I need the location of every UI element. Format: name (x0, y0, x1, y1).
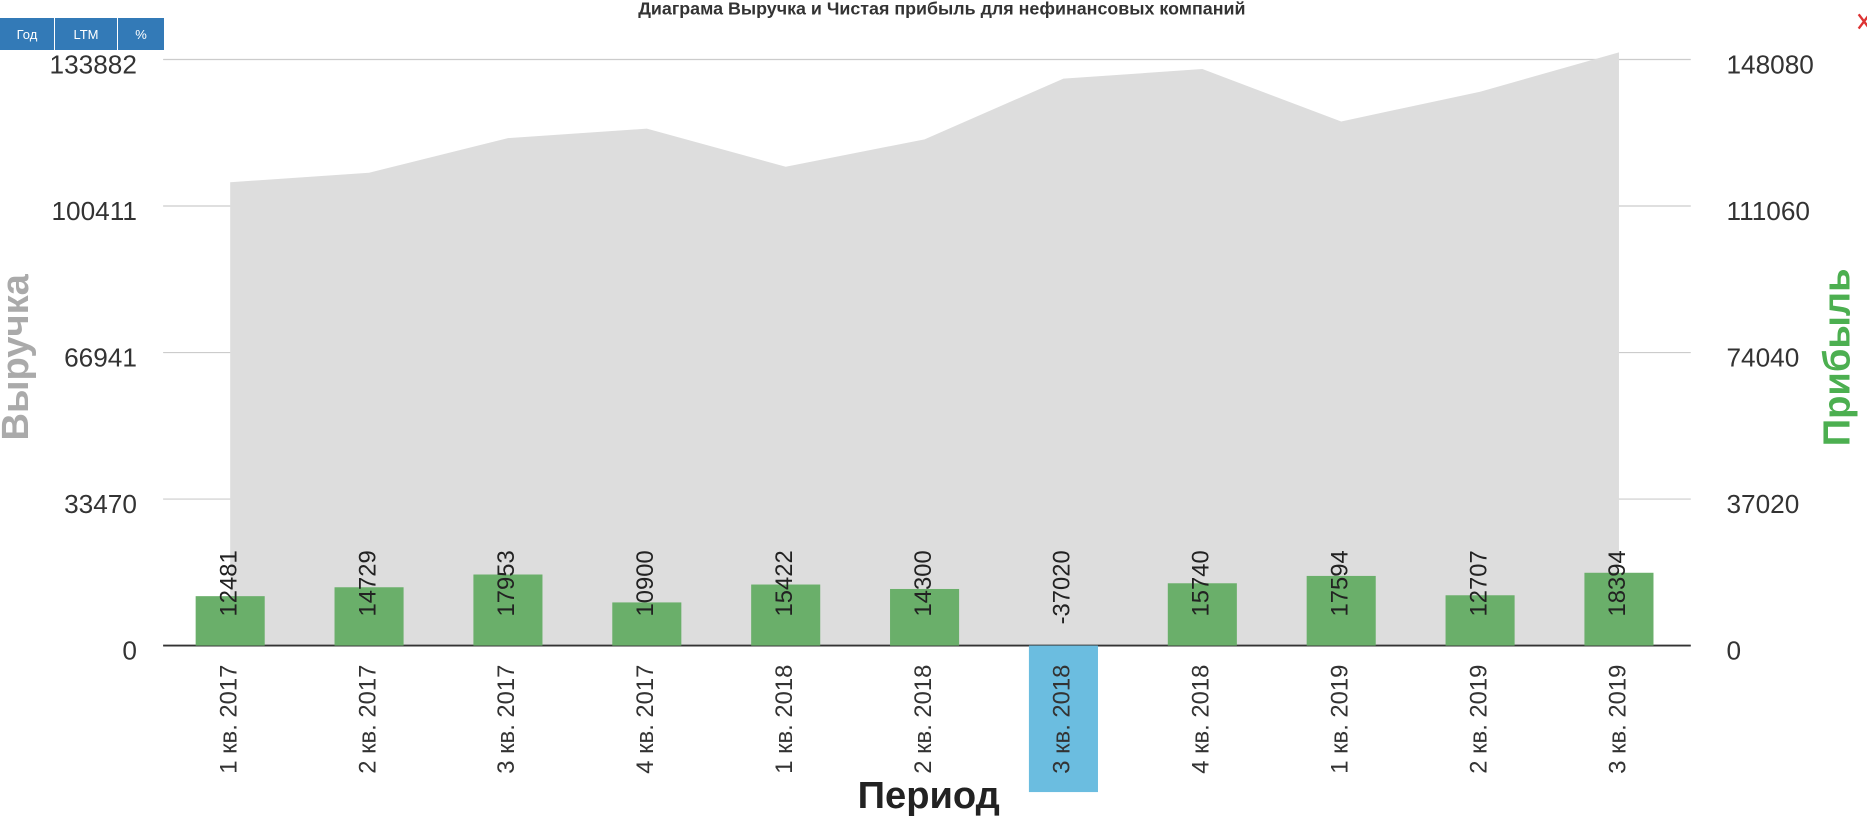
button[interactable]: % (118, 18, 165, 50)
chart-title: Диаграма Выручка и Чистая прибыль для не… (638, 0, 1245, 18)
bar (1028, 645, 1098, 793)
y-tick-label: 33470 (64, 489, 137, 519)
y2-tick-label: 37020 (1726, 489, 1799, 519)
y-tick-label: 0 (122, 636, 137, 666)
x-axis-title: Период (858, 775, 1000, 817)
bar (1306, 575, 1376, 646)
bar-value-label: -37020 (1049, 550, 1076, 624)
y-tick-label: 133882 (50, 50, 137, 80)
bar-value-label: 18394 (1604, 550, 1631, 616)
y2-tick-label: 0 (1726, 636, 1741, 666)
x-tick-label: 1 кв. 2017 (215, 665, 242, 774)
y2-tick-label: 74040 (1726, 343, 1799, 373)
bar-value-label: 10900 (632, 550, 659, 616)
bar (195, 596, 265, 646)
revenue-area (230, 52, 1619, 646)
x-tick-label: 4 кв. 2017 (632, 665, 659, 774)
button[interactable]: LTM (55, 18, 118, 50)
bar-value-label: 14729 (354, 550, 381, 616)
x-tick-label: 3 кв. 2019 (1604, 665, 1631, 774)
bar (890, 588, 960, 646)
bar-value-label: 17953 (493, 550, 520, 616)
x-tick-label: 2 кв. 2018 (910, 665, 937, 774)
y2-axis-title: Прибыль (1817, 268, 1859, 446)
bar (473, 574, 543, 646)
bar-value-label: 12707 (1465, 550, 1492, 616)
bar (334, 587, 404, 646)
x-tick-label: 1 кв. 2018 (771, 665, 798, 774)
y-tick-label: 100411 (51, 196, 136, 226)
x-tick-label: 2 кв. 2017 (354, 665, 381, 774)
bar-value-label: 15422 (771, 550, 798, 616)
y-tick-label: 66941 (64, 343, 137, 373)
bar (1167, 583, 1237, 646)
bar-value-label: 14300 (910, 550, 937, 616)
y2-tick-label: 111060 (1726, 196, 1809, 226)
x-tick-label: 3 кв. 2017 (493, 665, 520, 774)
y-axis-title: Выручка (0, 273, 37, 440)
x-tick-label: 3 кв. 2018 (1049, 665, 1076, 774)
bar (612, 602, 682, 646)
bar-value-label: 15740 (1188, 550, 1215, 616)
bar (751, 584, 821, 646)
x-tick-label: 4 кв. 2018 (1188, 665, 1215, 774)
bar (1584, 572, 1654, 646)
x-tick-label: 1 кв. 2019 (1327, 665, 1354, 774)
bar (1445, 595, 1515, 646)
x-tick-label: 2 кв. 2019 (1465, 665, 1492, 774)
close-icon[interactable] (1857, 13, 1867, 30)
bar-value-label: 17594 (1327, 550, 1354, 616)
bar-value-label: 12481 (215, 550, 242, 616)
button[interactable]: Год (0, 18, 55, 50)
y2-tick-label: 148080 (1726, 50, 1813, 80)
